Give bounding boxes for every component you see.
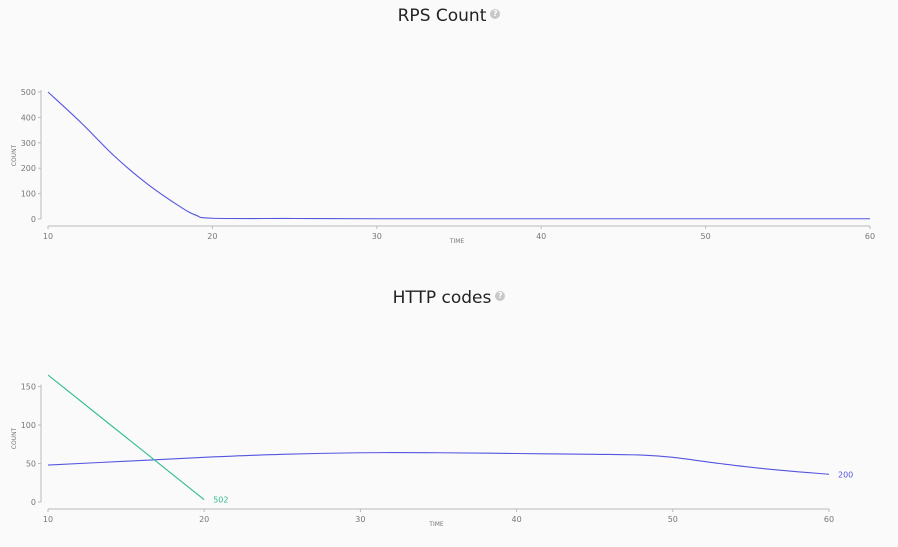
x-tick-label: 40 <box>512 515 522 524</box>
x-tick-label: 50 <box>668 515 678 524</box>
x-tick-label: 40 <box>536 232 546 241</box>
x-tick-label: 10 <box>43 515 53 524</box>
x-axis-label: TIME <box>449 238 465 245</box>
http-codes-plot: 0 50 100 150 10 20 30 40 50 60 TIME COUNT 200 502 <box>11 374 853 528</box>
http-codes-chart: HTTP codes ? 0 50 100 150 10 20 30 40 50 60 TIME CO… <box>0 280 898 547</box>
series-line-502[interactable] <box>47 374 205 501</box>
y-axis-label: COUNT <box>11 144 18 166</box>
x-tick-label: 30 <box>372 232 382 241</box>
rps-count-chart: RPS Count ? 0 100 200 300 400 500 10 20 30 40 50 60… <box>0 0 898 270</box>
y-tick-label: 100 <box>21 421 36 430</box>
rps-count-title: RPS Count ? <box>0 6 898 26</box>
x-tick-label: 60 <box>824 515 834 524</box>
x-tick-label: 50 <box>701 232 711 241</box>
http-codes-title: HTTP codes ? <box>0 288 898 308</box>
x-tick-label: 10 <box>43 232 53 241</box>
y-tick-label: 50 <box>26 460 36 469</box>
y-tick-label: 0 <box>31 498 36 507</box>
series-label-200: 200 <box>838 470 853 479</box>
series-line-200[interactable] <box>47 452 830 475</box>
help-icon[interactable]: ? <box>495 291 506 301</box>
series-label-502: 502 <box>213 496 228 505</box>
x-tick-label: 30 <box>355 515 365 524</box>
series-line[interactable] <box>47 91 870 220</box>
rps-count-plot: 0 100 200 300 400 500 10 20 30 40 50 60 TIME COUNT <box>11 88 875 245</box>
x-tick-label: 20 <box>207 232 217 241</box>
x-tick-label: 60 <box>865 232 875 241</box>
y-tick-label: 200 <box>21 164 36 173</box>
y-tick-label: 500 <box>21 88 36 97</box>
http-codes-title-text: HTTP codes <box>392 288 492 308</box>
y-tick-label: 150 <box>21 383 36 392</box>
x-tick-label: 20 <box>199 515 209 524</box>
y-tick-label: 400 <box>21 113 36 122</box>
x-axis-label: TIME <box>428 521 444 528</box>
y-tick-label: 300 <box>21 139 36 148</box>
y-tick-label: 0 <box>31 215 36 224</box>
rps-count-title-text: RPS Count <box>397 6 487 26</box>
y-tick-label: 100 <box>21 190 36 199</box>
help-icon[interactable]: ? <box>490 9 501 19</box>
y-axis-label: COUNT <box>11 427 18 449</box>
